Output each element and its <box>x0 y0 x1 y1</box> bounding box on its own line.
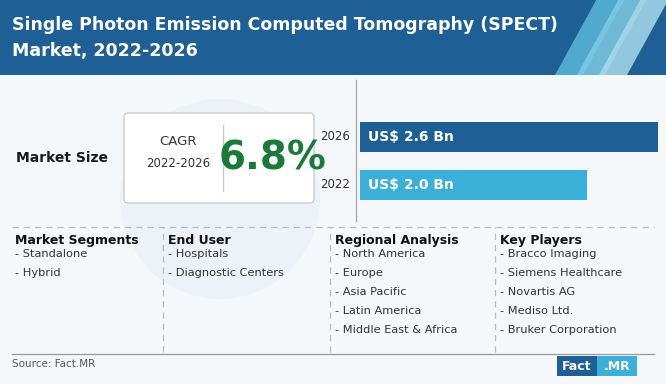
Text: US$ 2.6 Bn: US$ 2.6 Bn <box>368 130 454 144</box>
Text: CAGR: CAGR <box>159 135 196 148</box>
Text: Source: Fact.MR: Source: Fact.MR <box>12 359 95 369</box>
Text: Market Size: Market Size <box>16 151 108 165</box>
Text: - Europe: - Europe <box>335 268 383 278</box>
Text: - Standalone: - Standalone <box>15 249 87 259</box>
Text: End User: End User <box>168 234 230 247</box>
Text: - Hybrid: - Hybrid <box>15 268 61 278</box>
Text: - Novartis AG: - Novartis AG <box>500 287 575 297</box>
Bar <box>360 122 658 152</box>
Text: - Siemens Healthcare: - Siemens Healthcare <box>500 268 622 278</box>
Polygon shape <box>577 0 646 75</box>
Text: - Latin America: - Latin America <box>335 306 422 316</box>
Text: - Hospitals: - Hospitals <box>168 249 228 259</box>
Text: 2022-2026: 2022-2026 <box>146 157 210 170</box>
Text: - North America: - North America <box>335 249 426 259</box>
Bar <box>597 356 637 376</box>
Polygon shape <box>555 0 624 75</box>
Text: Single Photon Emission Computed Tomography (SPECT): Single Photon Emission Computed Tomograp… <box>12 16 558 34</box>
Text: - Asia Pacific: - Asia Pacific <box>335 287 406 297</box>
Text: Regional Analysis: Regional Analysis <box>335 234 459 247</box>
Text: US$ 2.0 Bn: US$ 2.0 Bn <box>368 178 454 192</box>
Text: - Middle East & Africa: - Middle East & Africa <box>335 325 458 335</box>
Text: - Bruker Corporation: - Bruker Corporation <box>500 325 617 335</box>
Text: 2026: 2026 <box>320 131 350 144</box>
Text: - Mediso Ltd.: - Mediso Ltd. <box>500 306 573 316</box>
Text: 2022: 2022 <box>320 179 350 192</box>
Text: - Bracco Imaging: - Bracco Imaging <box>500 249 597 259</box>
Text: .MR: .MR <box>603 359 631 372</box>
Text: Market, 2022-2026: Market, 2022-2026 <box>12 42 198 60</box>
Bar <box>360 170 587 200</box>
Text: Fact: Fact <box>562 359 592 372</box>
Bar <box>0 75 666 384</box>
Text: 6.8%: 6.8% <box>219 139 327 177</box>
FancyBboxPatch shape <box>124 113 314 203</box>
Polygon shape <box>599 0 666 75</box>
Text: Market Segments: Market Segments <box>15 234 139 247</box>
Bar <box>0 0 666 75</box>
Ellipse shape <box>120 99 320 299</box>
Bar <box>557 356 597 376</box>
Text: Key Players: Key Players <box>500 234 582 247</box>
Text: - Diagnostic Centers: - Diagnostic Centers <box>168 268 284 278</box>
